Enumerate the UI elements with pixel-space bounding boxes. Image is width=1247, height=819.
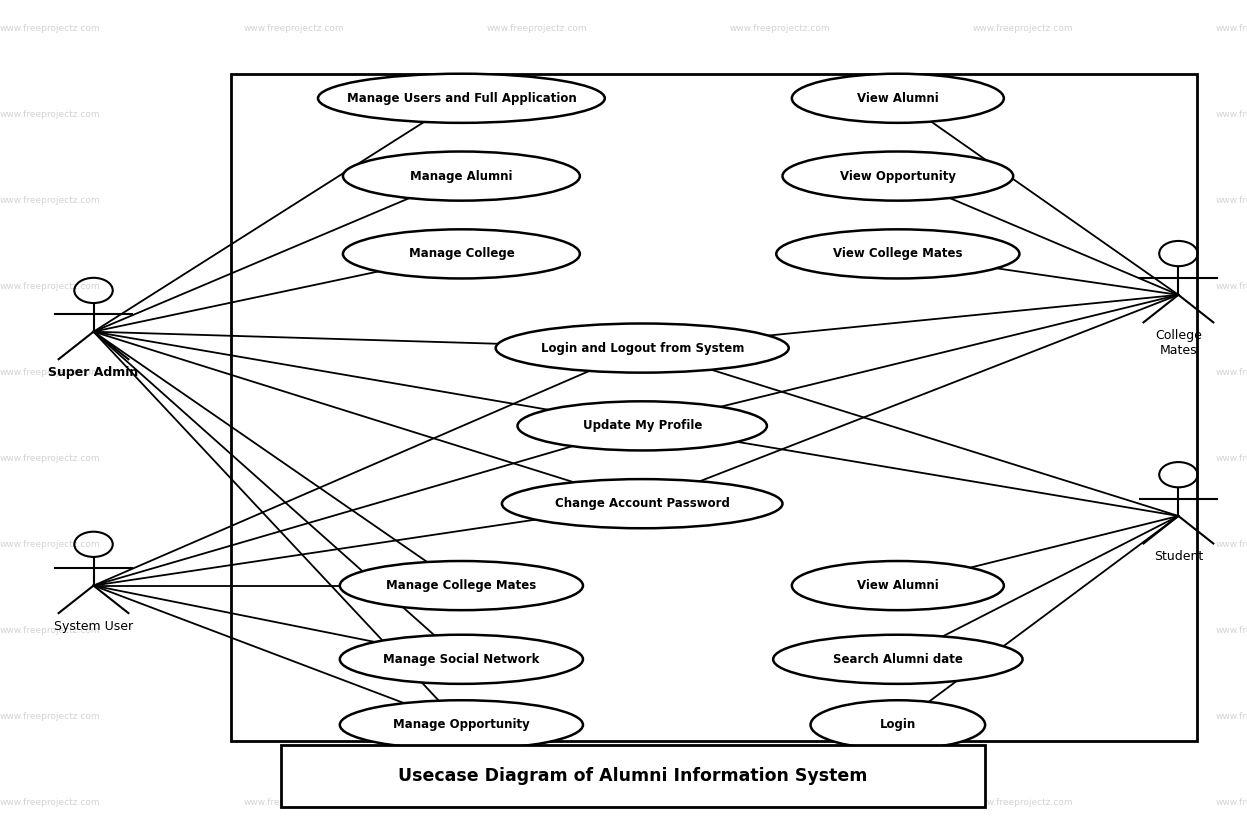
Text: www.freeprojectz.com: www.freeprojectz.com	[973, 283, 1074, 291]
Text: www.freeprojectz.com: www.freeprojectz.com	[973, 541, 1074, 549]
Text: View College Mates: View College Mates	[833, 247, 963, 260]
Text: Student: Student	[1153, 550, 1203, 563]
Ellipse shape	[501, 479, 783, 528]
Text: www.freeprojectz.com: www.freeprojectz.com	[973, 455, 1074, 463]
Text: www.freeprojectz.com: www.freeprojectz.com	[0, 25, 101, 33]
Text: www.freeprojectz.com: www.freeprojectz.com	[486, 25, 587, 33]
Text: www.freeprojectz.com: www.freeprojectz.com	[729, 369, 831, 377]
Text: Usecase Diagram of Alumni Information System: Usecase Diagram of Alumni Information Sy…	[398, 767, 868, 785]
Text: www.freeprojectz.com: www.freeprojectz.com	[243, 713, 344, 721]
Ellipse shape	[792, 74, 1004, 123]
Text: View Alumni: View Alumni	[857, 92, 939, 105]
Text: www.freeprojectz.com: www.freeprojectz.com	[729, 111, 831, 119]
Text: View Alumni: View Alumni	[857, 579, 939, 592]
Text: www.freeprojectz.com: www.freeprojectz.com	[1216, 799, 1247, 807]
Text: www.freeprojectz.com: www.freeprojectz.com	[0, 713, 101, 721]
Text: www.freeprojectz.com: www.freeprojectz.com	[0, 283, 101, 291]
Text: www.freeprojectz.com: www.freeprojectz.com	[729, 25, 831, 33]
Text: Manage College: Manage College	[409, 247, 514, 260]
Text: www.freeprojectz.com: www.freeprojectz.com	[1216, 455, 1247, 463]
Ellipse shape	[783, 152, 1013, 201]
Text: www.freeprojectz.com: www.freeprojectz.com	[0, 799, 101, 807]
Text: www.freeprojectz.com: www.freeprojectz.com	[1216, 541, 1247, 549]
Text: www.freeprojectz.com: www.freeprojectz.com	[973, 25, 1074, 33]
FancyBboxPatch shape	[281, 745, 985, 807]
Text: www.freeprojectz.com: www.freeprojectz.com	[729, 713, 831, 721]
Ellipse shape	[339, 561, 582, 610]
Text: www.freeprojectz.com: www.freeprojectz.com	[0, 369, 101, 377]
Text: Manage Users and Full Application: Manage Users and Full Application	[347, 92, 576, 105]
Text: www.freeprojectz.com: www.freeprojectz.com	[243, 455, 344, 463]
Ellipse shape	[792, 561, 1004, 610]
FancyBboxPatch shape	[231, 74, 1197, 741]
Text: Update My Profile: Update My Profile	[582, 419, 702, 432]
Text: www.freeprojectz.com: www.freeprojectz.com	[0, 541, 101, 549]
Text: www.freeprojectz.com: www.freeprojectz.com	[486, 369, 587, 377]
Text: www.freeprojectz.com: www.freeprojectz.com	[973, 197, 1074, 205]
Text: Manage Opportunity: Manage Opportunity	[393, 718, 530, 731]
Text: College
Mates: College Mates	[1155, 329, 1202, 357]
Text: www.freeprojectz.com: www.freeprojectz.com	[973, 713, 1074, 721]
Ellipse shape	[496, 324, 788, 373]
Text: Search Alumni date: Search Alumni date	[833, 653, 963, 666]
Ellipse shape	[811, 700, 985, 749]
Text: www.freeprojectz.com: www.freeprojectz.com	[729, 283, 831, 291]
Text: www.freeprojectz.com: www.freeprojectz.com	[486, 627, 587, 635]
Text: www.freeprojectz.com: www.freeprojectz.com	[973, 627, 1074, 635]
Text: www.freeprojectz.com: www.freeprojectz.com	[486, 541, 587, 549]
Text: www.freeprojectz.com: www.freeprojectz.com	[243, 799, 344, 807]
Text: www.freeprojectz.com: www.freeprojectz.com	[1216, 283, 1247, 291]
Ellipse shape	[343, 229, 580, 278]
Ellipse shape	[343, 152, 580, 201]
Ellipse shape	[773, 635, 1023, 684]
Text: Change Account Password: Change Account Password	[555, 497, 729, 510]
Text: www.freeprojectz.com: www.freeprojectz.com	[243, 25, 344, 33]
Text: www.freeprojectz.com: www.freeprojectz.com	[243, 369, 344, 377]
Text: Login and Logout from System: Login and Logout from System	[540, 342, 744, 355]
Text: www.freeprojectz.com: www.freeprojectz.com	[1216, 25, 1247, 33]
Ellipse shape	[339, 635, 582, 684]
Text: Login: Login	[879, 718, 917, 731]
Text: www.freeprojectz.com: www.freeprojectz.com	[973, 369, 1074, 377]
Text: View Opportunity: View Opportunity	[839, 170, 956, 183]
Text: www.freeprojectz.com: www.freeprojectz.com	[1216, 713, 1247, 721]
Text: www.freeprojectz.com: www.freeprojectz.com	[243, 197, 344, 205]
Text: www.freeprojectz.com: www.freeprojectz.com	[973, 799, 1074, 807]
Text: System User: System User	[54, 620, 133, 633]
Text: www.freeprojectz.com: www.freeprojectz.com	[486, 283, 587, 291]
Text: www.freeprojectz.com: www.freeprojectz.com	[486, 713, 587, 721]
Text: Manage Alumni: Manage Alumni	[410, 170, 513, 183]
Text: www.freeprojectz.com: www.freeprojectz.com	[243, 111, 344, 119]
Text: www.freeprojectz.com: www.freeprojectz.com	[1216, 111, 1247, 119]
Text: Super Admin: Super Admin	[49, 366, 138, 379]
Text: www.freeprojectz.com: www.freeprojectz.com	[1216, 369, 1247, 377]
Ellipse shape	[776, 229, 1019, 278]
Text: www.freeprojectz.com: www.freeprojectz.com	[243, 627, 344, 635]
Text: www.freeprojectz.com: www.freeprojectz.com	[729, 541, 831, 549]
Text: www.freeprojectz.com: www.freeprojectz.com	[0, 455, 101, 463]
Text: www.freeprojectz.com: www.freeprojectz.com	[0, 627, 101, 635]
Ellipse shape	[318, 74, 605, 123]
Text: www.freeprojectz.com: www.freeprojectz.com	[0, 197, 101, 205]
Text: www.freeprojectz.com: www.freeprojectz.com	[0, 111, 101, 119]
Text: www.freeprojectz.com: www.freeprojectz.com	[1216, 627, 1247, 635]
Text: www.freeprojectz.com: www.freeprojectz.com	[729, 197, 831, 205]
Text: www.freeprojectz.com: www.freeprojectz.com	[243, 541, 344, 549]
Text: www.freeprojectz.com: www.freeprojectz.com	[1216, 197, 1247, 205]
Text: Manage College Mates: Manage College Mates	[387, 579, 536, 592]
Text: www.freeprojectz.com: www.freeprojectz.com	[243, 283, 344, 291]
Ellipse shape	[339, 700, 582, 749]
Text: www.freeprojectz.com: www.freeprojectz.com	[729, 799, 831, 807]
Ellipse shape	[518, 401, 767, 450]
Text: Manage Social Network: Manage Social Network	[383, 653, 540, 666]
Text: www.freeprojectz.com: www.freeprojectz.com	[729, 627, 831, 635]
Text: www.freeprojectz.com: www.freeprojectz.com	[973, 111, 1074, 119]
Text: www.freeprojectz.com: www.freeprojectz.com	[486, 111, 587, 119]
Text: www.freeprojectz.com: www.freeprojectz.com	[486, 197, 587, 205]
Text: www.freeprojectz.com: www.freeprojectz.com	[486, 799, 587, 807]
Text: www.freeprojectz.com: www.freeprojectz.com	[486, 455, 587, 463]
Text: www.freeprojectz.com: www.freeprojectz.com	[729, 455, 831, 463]
